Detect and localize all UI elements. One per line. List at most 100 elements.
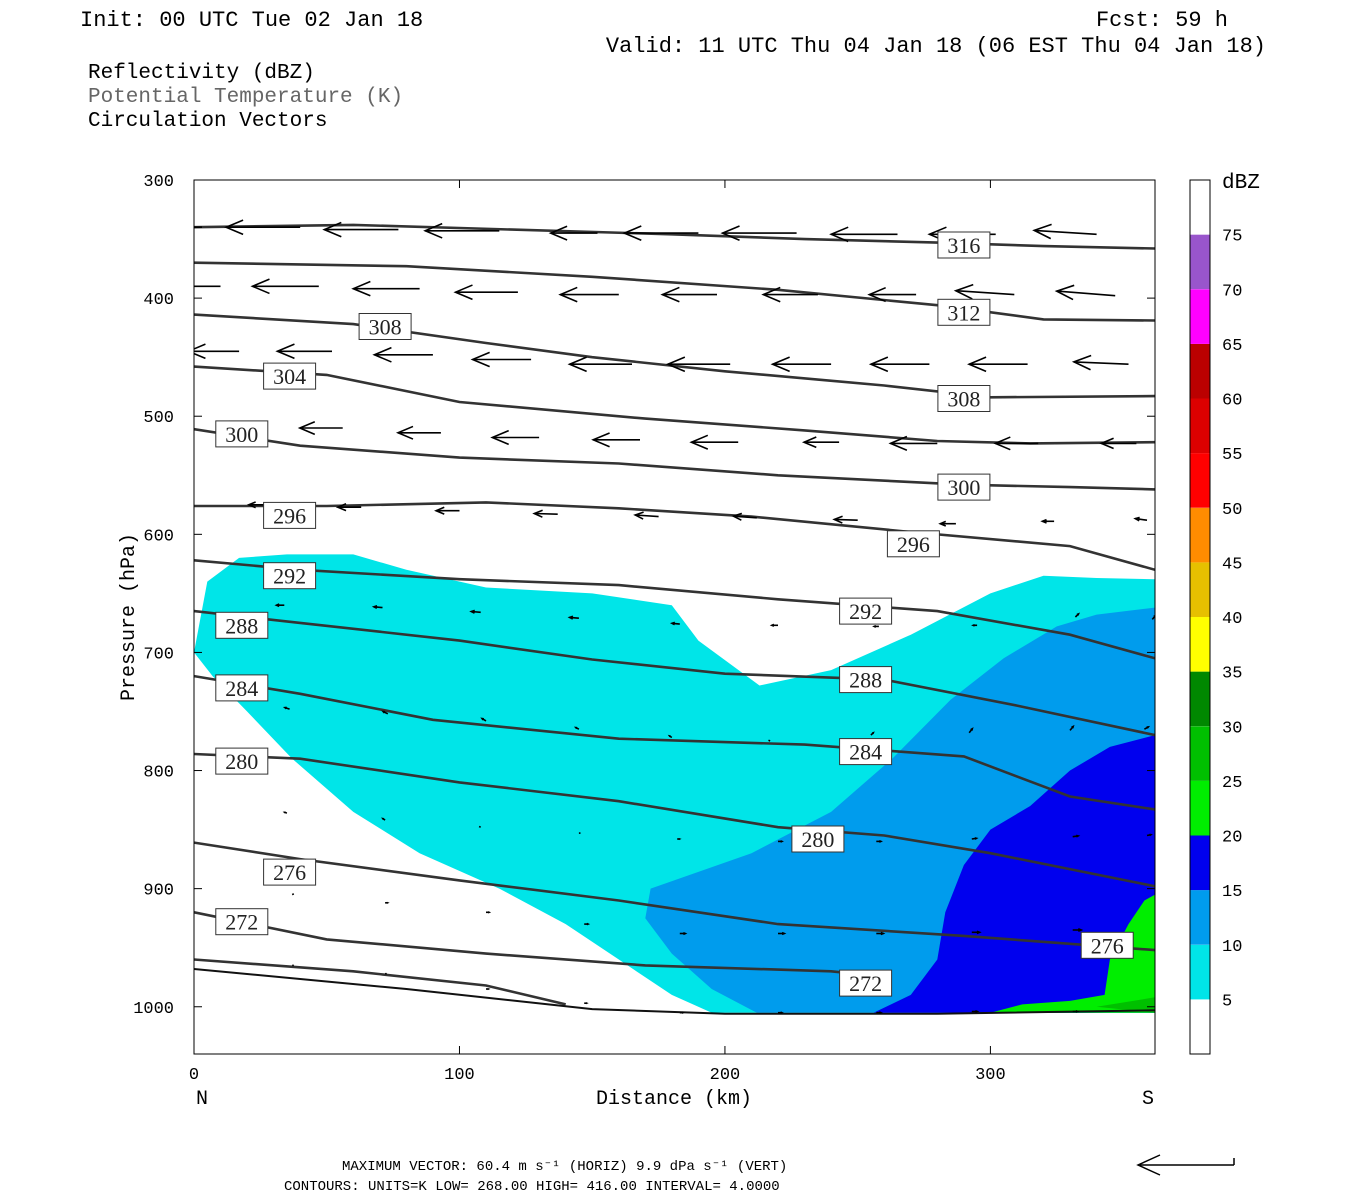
vector-head: [938, 520, 947, 527]
legend-circulation-vectors: Circulation Vectors: [88, 110, 327, 133]
theta-contour-284: [194, 674, 1155, 811]
vector-head: [335, 502, 347, 512]
forecast-hour: Fcst: 59 h: [1096, 8, 1228, 33]
theta-contour-308: [194, 313, 1155, 399]
colorbar-label: 60: [1222, 392, 1242, 411]
vector-head: [801, 436, 817, 449]
circulation-vector: [297, 420, 343, 436]
vector-head: [322, 221, 342, 238]
circulation-vector: [486, 987, 491, 991]
y-axis: 300 400 500 600 700 800 900 1000: [133, 173, 1155, 1019]
circulation-vector: [1071, 354, 1129, 371]
circulation-vector: [1072, 834, 1081, 838]
circulation-vector: [351, 280, 420, 297]
vector-head: [633, 511, 644, 520]
circulation-vector: [832, 515, 858, 524]
circulation-vector: [1143, 725, 1151, 730]
circulation-vector: [633, 511, 659, 520]
contour-label-300: 300: [937, 473, 991, 501]
x-tick-label: 200: [710, 1066, 741, 1085]
circulation-vector: [665, 356, 731, 373]
vector-head: [1146, 725, 1151, 729]
colorbar-bin-55: [1190, 398, 1210, 454]
contour-label-text: 280: [801, 827, 834, 852]
colorbar-label: 10: [1222, 938, 1242, 957]
contour-label-box: [839, 738, 893, 766]
circulation-vector: [423, 222, 500, 239]
contour-label-272: 272: [215, 908, 269, 936]
contour-label-308: 308: [358, 313, 412, 340]
circulation-vector: [584, 1002, 589, 1005]
vector-head: [871, 731, 875, 735]
vector-head: [423, 222, 443, 239]
contour-label-308: 308: [937, 385, 991, 412]
vector-head: [781, 931, 787, 936]
vector-head: [888, 435, 908, 451]
vector-head: [769, 623, 775, 627]
circulation-vector: [584, 922, 591, 926]
circulation-vector: [829, 226, 898, 243]
contour-label-text: 284: [849, 740, 882, 765]
vector-head: [832, 515, 843, 524]
contour-label-304: 304: [263, 362, 317, 390]
vector-head: [275, 343, 295, 360]
y-tick-label: 800: [143, 764, 174, 783]
contour-label-text: 272: [225, 910, 258, 935]
vector-head: [480, 717, 484, 721]
footer-max-vector: MAXIMUM VECTOR: 60.4 m s⁻¹ (HORIZ) 9.9 d…: [342, 1159, 787, 1175]
circulation-vector: [224, 219, 301, 236]
vector-head: [720, 225, 740, 242]
contour-label-text: 276: [273, 860, 306, 885]
contour-label-276: 276: [263, 858, 317, 886]
theta-contour-296: [194, 501, 1155, 572]
circulation-vector: [868, 356, 930, 373]
vector-head: [124, 220, 141, 234]
contour-label-text: 284: [225, 676, 258, 701]
contour-label-box: [215, 674, 269, 702]
circulation-vector: [622, 225, 699, 242]
plot-frame: [193, 179, 1156, 1055]
footer-contours: CONTOURS: UNITS=K LOW= 268.00 HIGH= 416.…: [284, 1179, 780, 1195]
colorbar-bin-50: [1190, 453, 1210, 508]
circulation-vector: [1032, 223, 1097, 240]
vector-head: [953, 283, 974, 300]
vector-head: [282, 811, 286, 814]
vector-head: [381, 710, 386, 714]
vector-head: [567, 615, 574, 620]
contour-label-box: [215, 420, 269, 448]
y-tick-label: 400: [143, 291, 174, 310]
circulation-vector: [872, 625, 879, 628]
contour-label-box: [358, 313, 412, 340]
circulation-vector: [322, 221, 399, 238]
circulation-vector: [770, 356, 832, 373]
circulation-vector: [679, 931, 688, 936]
colorbar-label: 25: [1222, 774, 1242, 793]
vector-head: [622, 225, 642, 242]
circulation-vector: [679, 1011, 685, 1014]
circulation-vector: [1069, 724, 1075, 731]
vector-shaft: [534, 512, 558, 515]
circulation-vector: [274, 603, 285, 608]
circulation-vector: [335, 502, 362, 512]
circulation-vector: [1040, 518, 1055, 524]
circulation-vector: [660, 286, 717, 303]
circulation-vector: [870, 731, 875, 736]
circulation-vector: [968, 727, 974, 734]
circulation-vector: [486, 911, 492, 914]
colorbar-bin-45: [1190, 507, 1210, 563]
vector-head: [967, 356, 987, 373]
contour-label-box: [886, 530, 940, 558]
vector-head: [246, 501, 256, 509]
contour-label-296: 296: [886, 530, 940, 558]
circulation-vector: [801, 436, 840, 449]
circulation-vector: [1072, 1010, 1080, 1013]
contour-label-text: 288: [849, 668, 882, 693]
contour-label-text: 308: [369, 315, 402, 340]
theta-contour-268: [194, 958, 566, 1006]
colorbar-label: 5: [1222, 992, 1232, 1011]
circulation-vector: [453, 284, 518, 301]
circulation-vector: [194, 343, 240, 360]
x-tick-label: 100: [444, 1066, 475, 1085]
contour-label-box: [839, 597, 893, 625]
contour-label-292: 292: [263, 562, 317, 590]
